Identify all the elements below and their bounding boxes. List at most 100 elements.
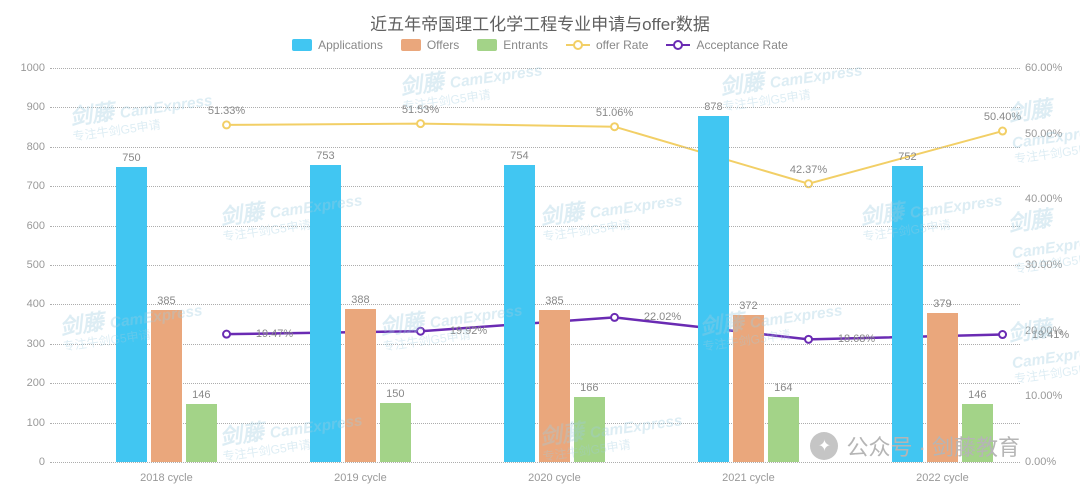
plot-area: 010020030040050060070080090010000.00%10.… [50, 68, 1020, 462]
gridline [50, 226, 1020, 227]
y-axis-right-label: 40.00% [1025, 193, 1075, 205]
bar-value-label: 750 [122, 152, 140, 164]
y-axis-left-label: 200 [10, 377, 45, 389]
bar-entrants: 146 [186, 404, 217, 462]
line-value-label: 18.68% [838, 333, 875, 345]
bar-applications: 752 [892, 166, 923, 462]
bar-value-label: 385 [545, 295, 563, 307]
y-axis-left-label: 700 [10, 180, 45, 192]
line-value-label: 51.33% [208, 105, 245, 117]
bar-value-label: 146 [968, 389, 986, 401]
bar-value-label: 754 [510, 150, 528, 162]
legend-item: Entrants [477, 38, 548, 52]
y-axis-left-label: 400 [10, 298, 45, 310]
bar-offers: 372 [733, 315, 764, 462]
legend-item: offer Rate [566, 38, 648, 52]
y-axis-right-label: 60.00% [1025, 62, 1075, 74]
line-value-label: 42.37% [790, 164, 827, 176]
bar-value-label: 388 [351, 294, 369, 306]
y-axis-right-label: 10.00% [1025, 390, 1075, 402]
bar-offers: 385 [151, 310, 182, 462]
marker-acceptance_rate [611, 314, 618, 321]
line-value-label: 19.47% [256, 328, 293, 340]
bar-value-label: 150 [386, 388, 404, 400]
y-axis-left-label: 500 [10, 259, 45, 271]
gridline [50, 107, 1020, 108]
y-axis-left-label: 900 [10, 101, 45, 113]
bar-entrants: 166 [574, 397, 605, 462]
legend-item: Applications [292, 38, 383, 52]
y-axis-right-label: 50.00% [1025, 128, 1075, 140]
y-axis-right-label: 30.00% [1025, 259, 1075, 271]
marker-offer_rate [417, 120, 424, 127]
bar-value-label: 878 [704, 101, 722, 113]
line-value-label: 19.41% [1032, 329, 1069, 341]
x-axis-label: 2019 cycle [334, 472, 387, 484]
marker-acceptance_rate [805, 336, 812, 343]
bar-value-label: 753 [316, 150, 334, 162]
y-axis-left-label: 0 [10, 456, 45, 468]
footer-watermark: ✦ 公众号 · 剑藤教育 [810, 430, 1020, 462]
wechat-icon: ✦ [810, 432, 838, 460]
gridline [50, 186, 1020, 187]
bar-applications: 750 [116, 167, 147, 463]
bar-value-label: 166 [580, 382, 598, 394]
legend-swatch [566, 44, 590, 46]
y-axis-left-label: 600 [10, 220, 45, 232]
bar-applications: 754 [504, 165, 535, 462]
line-value-label: 50.40% [984, 111, 1021, 123]
bar-applications: 753 [310, 165, 341, 462]
bar-value-label: 379 [933, 298, 951, 310]
line-offer_rate [227, 124, 1003, 184]
y-axis-left-label: 800 [10, 141, 45, 153]
x-axis-label: 2022 cycle [916, 472, 969, 484]
y-axis-left-label: 300 [10, 338, 45, 350]
footer-text: 公众号 · 剑藤教育 [846, 430, 1020, 462]
line-value-label: 51.53% [402, 104, 439, 116]
bar-value-label: 385 [157, 295, 175, 307]
marker-acceptance_rate [223, 331, 230, 338]
marker-offer_rate [999, 128, 1006, 135]
legend-item: Acceptance Rate [666, 38, 787, 52]
legend-label: Offers [427, 38, 459, 52]
bar-value-label: 372 [739, 300, 757, 312]
bar-entrants: 164 [768, 397, 799, 462]
bar-applications: 878 [698, 116, 729, 462]
gridline [50, 147, 1020, 148]
legend-swatch [401, 39, 421, 51]
gridline [50, 383, 1020, 384]
y-axis-left-label: 1000 [10, 62, 45, 74]
gridline [50, 304, 1020, 305]
gridline [50, 462, 1020, 463]
marker-acceptance_rate [417, 328, 424, 335]
line-value-label: 22.02% [644, 311, 681, 323]
x-axis-label: 2021 cycle [722, 472, 775, 484]
legend: Applications Offers Entrants offer Rate Acce… [0, 38, 1080, 52]
legend-swatch [292, 39, 312, 51]
line-value-label: 51.06% [596, 107, 633, 119]
bar-entrants: 150 [380, 403, 411, 462]
bar-offers: 385 [539, 310, 570, 462]
legend-swatch [477, 39, 497, 51]
line-value-label: 19.92% [450, 325, 487, 337]
x-axis-label: 2018 cycle [140, 472, 193, 484]
marker-offer_rate [223, 121, 230, 128]
legend-swatch [666, 44, 690, 46]
legend-item: Offers [401, 38, 459, 52]
bar-value-label: 752 [898, 151, 916, 163]
legend-label: Acceptance Rate [696, 38, 787, 52]
bar-value-label: 146 [192, 389, 210, 401]
legend-label: Entrants [503, 38, 548, 52]
marker-offer_rate [611, 123, 618, 130]
y-axis-left-label: 100 [10, 417, 45, 429]
gridline [50, 265, 1020, 266]
legend-label: offer Rate [596, 38, 648, 52]
y-axis-right-label: 0.00% [1025, 456, 1075, 468]
bar-value-label: 164 [774, 382, 792, 394]
marker-acceptance_rate [999, 331, 1006, 338]
legend-label: Applications [318, 38, 383, 52]
bar-offers: 388 [345, 309, 376, 462]
x-axis-label: 2020 cycle [528, 472, 581, 484]
chart-title: 近五年帝国理工化学工程专业申请与offer数据 [0, 10, 1080, 35]
gridline [50, 68, 1020, 69]
